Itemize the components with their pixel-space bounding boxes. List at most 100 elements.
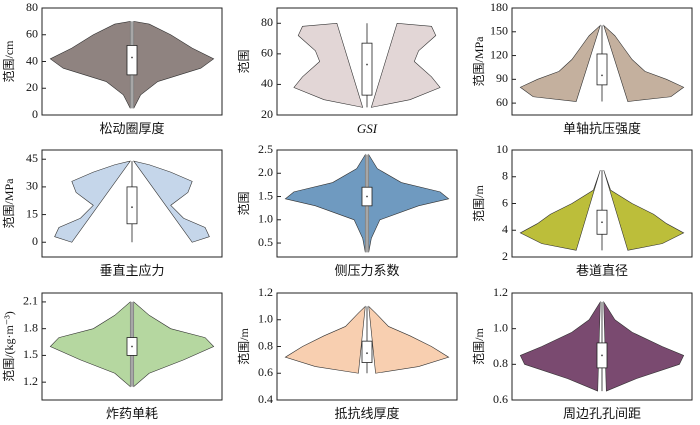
violin-half bbox=[603, 24, 685, 102]
violin-half bbox=[54, 160, 131, 243]
y-axis-label: 范围/(kg·m⁻³) bbox=[2, 311, 16, 382]
y-tick-label: 0 bbox=[32, 107, 38, 121]
panel: 0.4 0.6 0.8 1.0 1.2 范围/m 抵抗线厚度 bbox=[237, 285, 458, 421]
y-tick-label: 20 bbox=[26, 80, 38, 94]
x-axis-label: 巷道直径 bbox=[576, 263, 628, 278]
frame bbox=[511, 292, 693, 401]
x-axis-label: 单轴抗压强度 bbox=[563, 121, 641, 136]
y-tick-label: 30 bbox=[26, 179, 38, 193]
x-axis-label: 抵抗线厚度 bbox=[334, 406, 399, 421]
y-tick-label: 10 bbox=[496, 142, 508, 156]
y-axis-label: 范围/m bbox=[472, 328, 486, 365]
violin-half bbox=[284, 305, 366, 374]
median bbox=[366, 63, 368, 66]
violin-half bbox=[370, 22, 441, 108]
y-axis-label: 范围/MPa bbox=[472, 36, 486, 87]
y-tick-label: 0.5 bbox=[258, 235, 273, 249]
median bbox=[131, 56, 133, 59]
y-axis-label: 范围 bbox=[237, 191, 251, 215]
y-tick-label: 1.2 bbox=[258, 285, 273, 299]
violin-half bbox=[519, 300, 601, 392]
violin-half bbox=[519, 169, 601, 251]
y-tick-label: 1.2 bbox=[493, 285, 508, 299]
y-tick-label: 0.8 bbox=[258, 338, 273, 352]
violin-half bbox=[603, 300, 685, 392]
y-tick-label: 20 bbox=[261, 107, 273, 121]
panel: 0 15 30 45 范围/MPa 垂直主应力 bbox=[2, 149, 223, 278]
y-tick-label: 1.0 bbox=[258, 312, 273, 326]
y-axis-label: 范围/m bbox=[472, 185, 486, 222]
y-tick-label: 1.0 bbox=[258, 212, 273, 226]
y-tick-label: 0.8 bbox=[493, 356, 508, 370]
x-axis-label: GSI bbox=[357, 121, 378, 136]
y-tick-label: 2.1 bbox=[23, 294, 38, 308]
y-tick-label: 180 bbox=[490, 0, 508, 14]
median bbox=[131, 206, 133, 209]
median bbox=[601, 221, 603, 224]
median bbox=[131, 345, 133, 348]
y-tick-label: 80 bbox=[261, 15, 273, 29]
violin-half bbox=[133, 21, 215, 109]
x-axis-label: 侧压力系数 bbox=[334, 263, 399, 278]
y-tick-label: 2.0 bbox=[258, 165, 273, 179]
panel: 60 90 120 150 180 范围/MPa 单轴抗压强度 bbox=[472, 0, 693, 136]
frame bbox=[511, 7, 693, 116]
median bbox=[366, 195, 368, 198]
median bbox=[366, 352, 368, 355]
frame bbox=[276, 7, 458, 116]
x-axis-label: 垂直主应力 bbox=[99, 263, 164, 278]
y-tick-label: 2.5 bbox=[258, 142, 273, 156]
y-tick-label: 1.5 bbox=[258, 188, 273, 202]
y-tick-label: 150 bbox=[490, 24, 508, 38]
y-tick-label: 1.8 bbox=[23, 320, 38, 334]
y-axis-label: 范围/cm bbox=[2, 40, 16, 83]
panel: 1.2 1.5 1.8 2.1 范围/(kg·m⁻³) 炸药单耗 bbox=[2, 292, 223, 421]
y-tick-label: 40 bbox=[26, 53, 38, 67]
frame bbox=[41, 149, 223, 258]
frame bbox=[276, 149, 458, 258]
box bbox=[126, 186, 138, 225]
violin-half bbox=[133, 160, 210, 243]
box bbox=[361, 340, 373, 363]
y-tick-label: 0.6 bbox=[258, 365, 273, 379]
panel: 0.6 0.8 1.0 1.2 范围/m 周边孔孔间距 bbox=[472, 285, 693, 421]
box bbox=[596, 53, 608, 86]
y-tick-label: 8 bbox=[502, 169, 508, 183]
panel: 2 4 6 8 10 范围/m 巷道直径 bbox=[472, 142, 693, 278]
median bbox=[601, 74, 603, 77]
y-tick-label: 0.4 bbox=[258, 392, 273, 406]
violin-half bbox=[293, 22, 364, 108]
y-tick-label: 90 bbox=[496, 71, 508, 85]
violin-half bbox=[49, 21, 131, 109]
panel: 20 40 60 80 范围 GSI bbox=[237, 7, 458, 136]
y-tick-label: 4 bbox=[502, 222, 508, 236]
y-tick-label: 1.5 bbox=[23, 347, 38, 361]
panel: 0 20 40 60 80 范围/cm 松动圈厚度 bbox=[2, 0, 223, 136]
y-tick-label: 15 bbox=[26, 206, 38, 220]
y-tick-label: 1.2 bbox=[23, 374, 38, 388]
frame bbox=[41, 292, 223, 401]
x-axis-label: 周边孔孔间距 bbox=[563, 406, 641, 421]
y-axis-label: 范围/m bbox=[237, 328, 251, 365]
violin-half bbox=[284, 153, 366, 253]
violin-half bbox=[368, 305, 450, 374]
y-tick-label: 60 bbox=[496, 95, 508, 109]
y-tick-label: 6 bbox=[502, 195, 508, 209]
y-axis-label: 范围 bbox=[237, 49, 251, 73]
y-tick-label: 0.6 bbox=[493, 392, 508, 406]
box bbox=[126, 45, 138, 76]
y-tick-label: 1.0 bbox=[493, 320, 508, 334]
x-axis-label: 松动圈厚度 bbox=[99, 121, 164, 136]
violin-half bbox=[133, 301, 215, 388]
y-axis-label: 范围/MPa bbox=[2, 178, 16, 229]
y-tick-label: 40 bbox=[261, 76, 273, 90]
x-axis-label: 炸药单耗 bbox=[106, 406, 158, 421]
y-tick-label: 0 bbox=[32, 234, 38, 248]
violin-half bbox=[603, 169, 685, 251]
violin-half bbox=[49, 301, 131, 388]
violin-half bbox=[368, 153, 450, 253]
y-tick-label: 80 bbox=[26, 0, 38, 14]
